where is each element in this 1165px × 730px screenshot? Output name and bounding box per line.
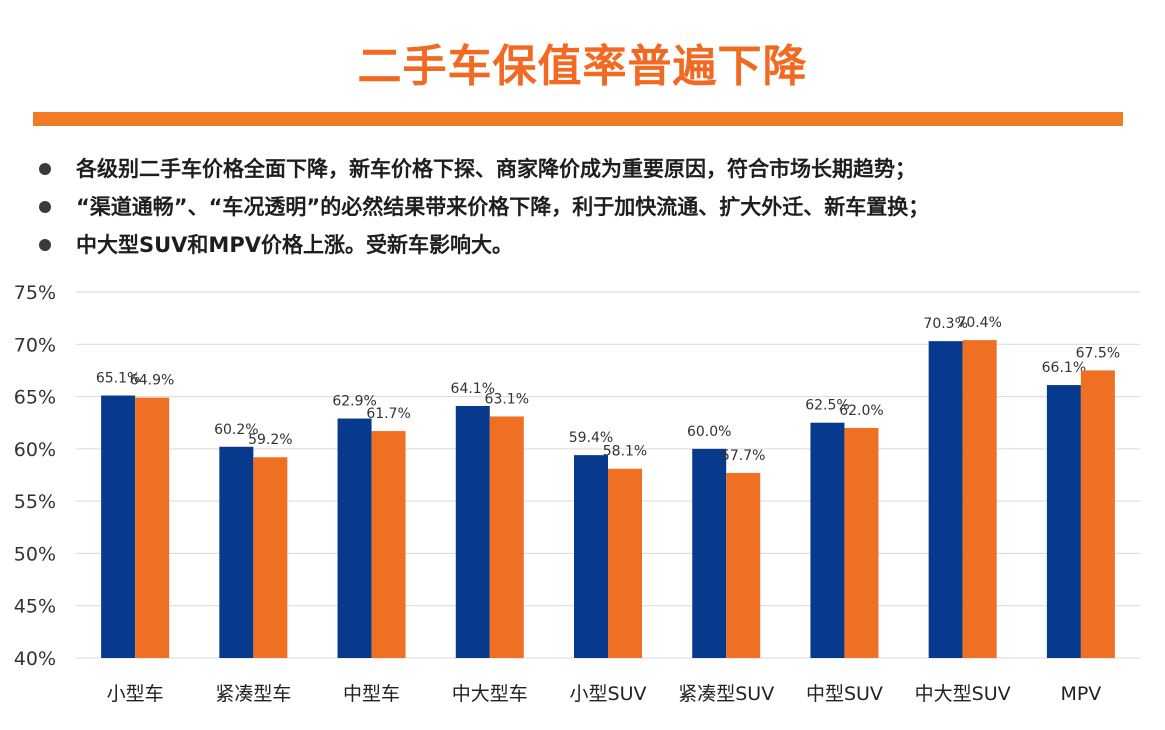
data-label: 70.3% (923, 316, 967, 332)
y-tick-label: 70% (14, 334, 56, 356)
x-tick-label: 中大型SUV (915, 683, 1011, 705)
bullet-dot-icon (39, 239, 51, 251)
x-tick-label: 小型车 (107, 683, 164, 705)
bullet-item: 中大型SUV和MPV价格上涨。受新车影响大。 (36, 226, 1146, 264)
y-tick-label: 55% (14, 491, 56, 513)
title-underline-bar (33, 112, 1123, 126)
data-label: 62.9% (332, 394, 376, 410)
data-label: 66.1% (1042, 360, 1086, 376)
bullet-list: 各级别二手车价格全面下降，新车价格下探、商家降价成为重要原因，符合市场长期趋势；… (36, 150, 1146, 264)
x-tick-label: 紧凑型车 (215, 683, 291, 705)
data-label: 61.7% (366, 406, 410, 422)
bar (219, 446, 254, 658)
x-tick-label: 中大型车 (452, 683, 528, 705)
y-tick-label: 40% (14, 648, 56, 670)
x-tick-label: MPV (1060, 683, 1101, 705)
data-label: 62.5% (805, 398, 849, 414)
data-label: 70.4% (957, 315, 1001, 331)
bar (1046, 385, 1081, 658)
bullet-item: 各级别二手车价格全面下降，新车价格下探、商家降价成为重要原因，符合市场长期趋势； (36, 150, 1146, 188)
bar (692, 448, 727, 658)
bar (489, 416, 524, 658)
bullet-dot-icon (39, 201, 51, 213)
y-tick-label: 50% (14, 543, 56, 565)
bar (1080, 370, 1115, 658)
bar (371, 431, 406, 658)
y-tick-label: 75% (14, 282, 56, 304)
bar (844, 427, 879, 658)
bar (962, 340, 997, 658)
data-label: 60.2% (214, 422, 258, 438)
data-label: 58.1% (603, 444, 647, 460)
x-tick-label: 小型SUV (570, 683, 647, 705)
bar-chart: 40% 45% 50% 55% 60% 65% 70% 75% 65.1%64.9% 小型车 60.… (14, 282, 1140, 705)
y-tick-label: 60% (14, 439, 56, 461)
data-label: 62.0% (839, 403, 883, 419)
x-tick-label: 中型SUV (806, 683, 883, 705)
data-label: 65.1% (96, 371, 140, 387)
bar (455, 405, 490, 658)
data-label: 60.0% (687, 424, 731, 440)
data-label: 67.5% (1076, 345, 1120, 361)
bar (726, 472, 761, 658)
bar (928, 341, 963, 658)
x-tick-label: 中型车 (343, 683, 400, 705)
bullet-item: “渠道通畅”、“车况透明”的必然结果带来价格下降，利于加快流通、扩大外迁、新车置… (36, 188, 1146, 226)
bar (810, 422, 845, 658)
data-label: 59.2% (248, 432, 292, 448)
page-title: 二手车保值率普遍下降 (357, 41, 808, 92)
bar (135, 397, 170, 658)
bar (574, 455, 608, 658)
data-label: 64.9% (130, 373, 174, 389)
bullet-text: 各级别二手车价格全面下降，新车价格下探、商家降价成为重要原因，符合市场长期趋势； (76, 157, 916, 181)
bar (608, 468, 642, 658)
y-tick-label: 65% (14, 387, 56, 409)
bullet-text: “渠道通畅”、“车况透明”的必然结果带来价格下降，利于加快流通、扩大外迁、新车置… (76, 195, 930, 219)
data-label: 57.7% (721, 448, 765, 464)
bar (101, 395, 136, 658)
x-tick-label: 紧凑型SUV (678, 683, 774, 705)
bar (337, 418, 372, 658)
y-tick-label: 45% (14, 596, 56, 618)
data-label: 63.1% (485, 391, 529, 407)
bar (253, 457, 288, 658)
bullet-dot-icon (39, 163, 51, 175)
data-label: 59.4% (569, 430, 613, 446)
bullet-text: 中大型SUV和MPV价格上涨。受新车影响大。 (76, 233, 513, 257)
data-label: 64.1% (451, 381, 495, 397)
